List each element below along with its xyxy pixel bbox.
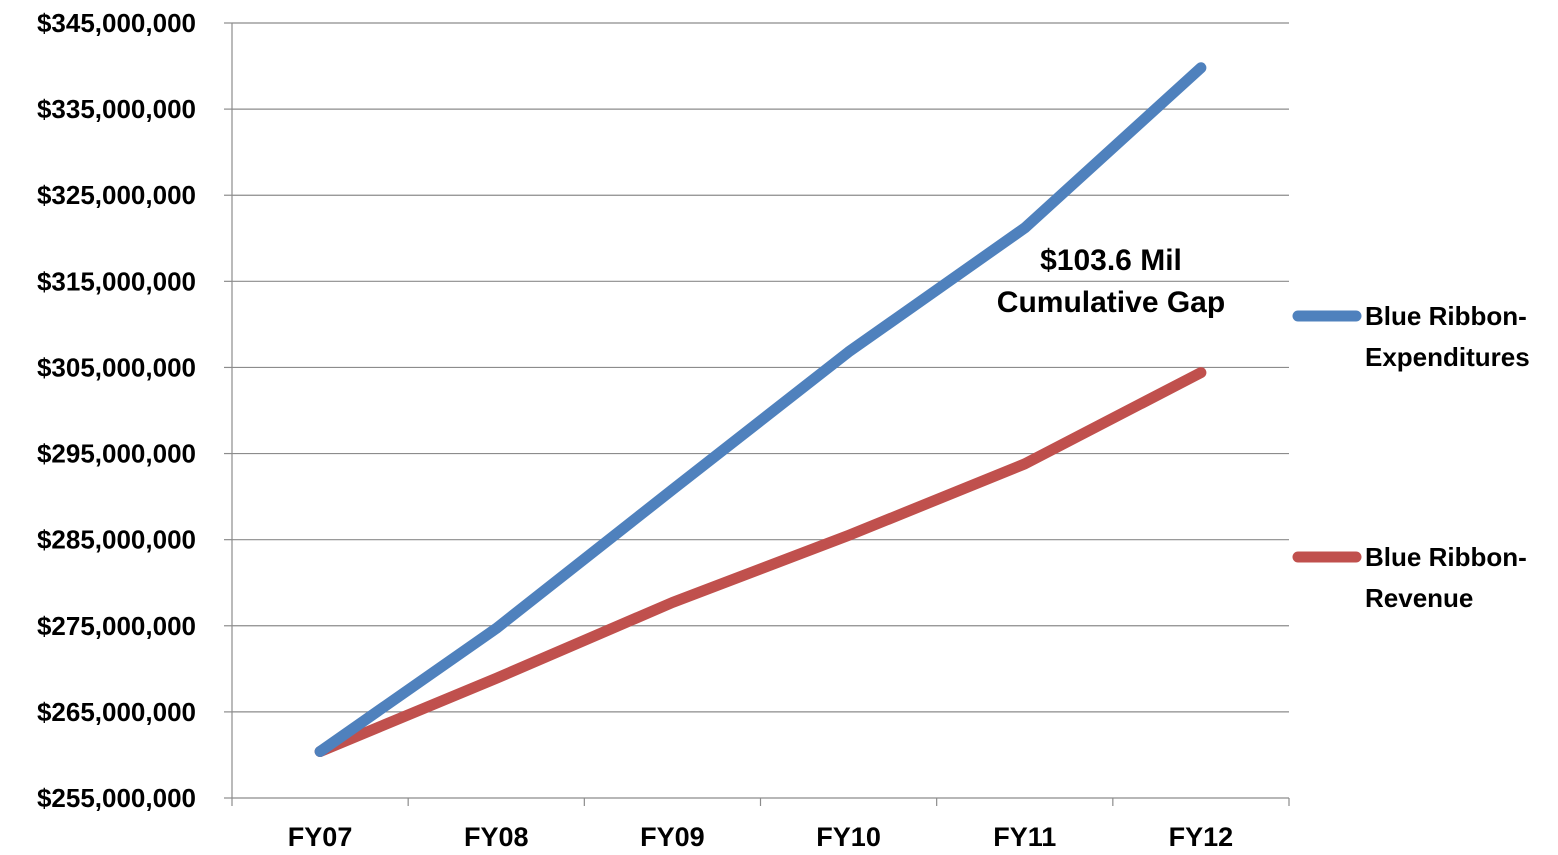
y-tick-label: $295,000,000 — [37, 439, 196, 469]
legend-label-line: Blue Ribbon- — [1365, 542, 1527, 572]
x-tick-label: FY07 — [288, 822, 353, 852]
y-tick-label: $325,000,000 — [37, 180, 196, 210]
gridlines — [224, 22, 1290, 806]
series-lines — [314, 62, 1207, 757]
y-tick-label: $285,000,000 — [37, 525, 196, 555]
x-tick-label: FY11 — [993, 822, 1056, 852]
legend: Blue Ribbon- Expenditures Blue Ribbon- R… — [1292, 301, 1530, 613]
legend-entry-revenue: Blue Ribbon- Revenue — [1292, 542, 1527, 613]
y-tick-label: $255,000,000 — [37, 783, 196, 813]
x-tick-label: FY09 — [640, 822, 705, 852]
legend-label-line: Revenue — [1365, 583, 1473, 613]
series-line-expenditures — [314, 62, 1207, 757]
y-tick-label: $345,000,000 — [37, 8, 196, 38]
y-tick-label: $305,000,000 — [37, 352, 196, 382]
y-axis-tick-labels: $255,000,000 $265,000,000 $275,000,000 $285… — [37, 8, 196, 813]
legend-entry-expenditures: Blue Ribbon- Expenditures — [1292, 301, 1530, 372]
axes — [231, 23, 1289, 799]
legend-label-line: Expenditures — [1365, 342, 1530, 372]
x-tick-label: FY10 — [816, 822, 881, 852]
x-tick-label: FY12 — [1169, 822, 1234, 852]
x-tick-label: FY08 — [464, 822, 529, 852]
y-tick-label: $265,000,000 — [37, 697, 196, 727]
annotation-label: Cumulative Gap — [997, 286, 1225, 319]
series-line-revenue — [314, 367, 1207, 757]
annotation: $103.6 Mil Cumulative Gap — [997, 244, 1225, 319]
y-tick-label: $335,000,000 — [37, 94, 196, 124]
y-tick-label: $315,000,000 — [37, 266, 196, 296]
legend-label-line: Blue Ribbon- — [1365, 301, 1527, 331]
annotation-amount: $103.6 Mil — [1040, 244, 1182, 277]
x-axis-tick-labels: FY07 FY08 FY09 FY10 FY11 FY12 — [288, 822, 1233, 852]
y-tick-label: $275,000,000 — [37, 611, 196, 641]
